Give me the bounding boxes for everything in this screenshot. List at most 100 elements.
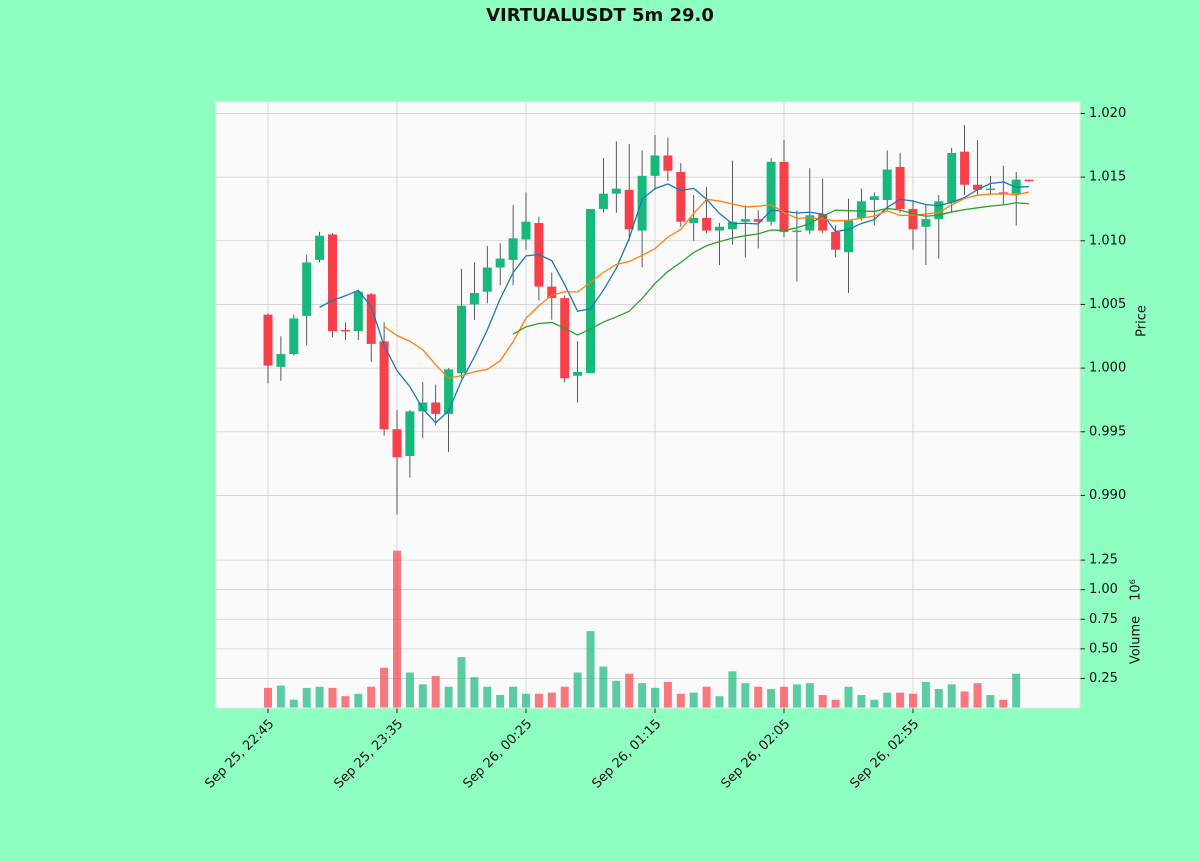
candle-body (547, 286, 557, 299)
volume-bar (509, 686, 518, 708)
volume-bar (496, 694, 505, 708)
chart-title: VIRTUALUSDT 5m 29.0 (486, 5, 714, 26)
candle-body (469, 292, 479, 305)
candle-body (431, 402, 441, 414)
y-tick-label: 0.990 (1089, 488, 1126, 503)
candle-body (831, 231, 841, 250)
candle-body (882, 169, 892, 201)
candle-body (844, 220, 853, 253)
moving-average-line (383, 191, 1030, 379)
volume-tick-label: 1.25 (1089, 553, 1118, 568)
y-tick-label: 1.015 (1089, 170, 1126, 185)
volume-bar (457, 657, 466, 708)
volume-tick-label: 0.75 (1089, 612, 1118, 627)
volume-bar (599, 666, 608, 708)
volume-bar (921, 681, 930, 708)
candle-body (328, 234, 337, 332)
volume-tick-label: 1.00 (1089, 582, 1118, 597)
volume-bar (767, 689, 776, 708)
volume-bar (573, 672, 582, 708)
y-tick-label: 1.020 (1089, 106, 1126, 121)
volume-bar (844, 686, 853, 708)
volume-bar (586, 631, 595, 708)
candle-body (985, 188, 995, 191)
volume-bar (651, 687, 659, 708)
candle-body (960, 151, 970, 185)
volume-bar (380, 667, 389, 708)
candle-body (921, 219, 931, 227)
candle-body (1024, 179, 1034, 182)
volume-bar (1012, 673, 1021, 708)
volume-bar (818, 694, 827, 708)
volume-tick-label: 0.25 (1089, 671, 1118, 686)
volume-bar (909, 693, 917, 708)
y-axis-label: Price (1135, 305, 1150, 337)
candle-body (792, 230, 802, 233)
volume-bar (405, 672, 414, 708)
volume-exponent: 10⁶ (1129, 579, 1144, 601)
volume-bar (534, 693, 543, 708)
volume-bar (264, 687, 272, 708)
candle-body (366, 294, 376, 344)
volume-bar (728, 671, 737, 708)
volume-bar (354, 693, 363, 708)
volume-bar (483, 686, 492, 708)
candle-body (573, 371, 583, 376)
volume-bar (328, 687, 337, 708)
candle-body (340, 329, 350, 332)
volume-bar (431, 676, 440, 708)
candle-body (869, 196, 879, 201)
volume-bar (315, 686, 324, 708)
volume-bar (560, 686, 569, 708)
volume-bar (986, 694, 995, 708)
candle-body (263, 314, 273, 366)
volume-bar (612, 680, 621, 708)
volume-bar (715, 696, 724, 708)
volume-bar (522, 693, 530, 708)
volume-bar (831, 699, 840, 708)
candle-body (818, 214, 828, 231)
plot-frame (215, 101, 1081, 709)
y-tick-label: 1.000 (1089, 361, 1126, 376)
y-tick-label: 1.005 (1089, 297, 1126, 312)
y-tick-label: 0.995 (1089, 424, 1126, 439)
volume-bar (857, 694, 866, 708)
candle-body (508, 238, 518, 260)
volume-bar (960, 691, 969, 708)
candle-body (495, 258, 505, 268)
candle-body (457, 305, 466, 374)
volume-bar (289, 699, 298, 708)
volume-bar (780, 686, 788, 708)
volume-bar (999, 699, 1008, 708)
volume-bar (896, 692, 905, 708)
candle-body (521, 221, 531, 240)
candle-body (727, 221, 737, 230)
volume-bar (883, 692, 892, 708)
candle-body (611, 188, 621, 194)
candle-body (418, 402, 428, 412)
candle-body (753, 219, 763, 222)
volume-bar (393, 550, 401, 708)
candle-body (444, 369, 454, 414)
volume-bar (947, 684, 956, 708)
volume-bar (689, 692, 698, 708)
candle-body (676, 172, 686, 222)
volume-bar (302, 687, 311, 708)
candle-body (663, 155, 673, 171)
candle-body (908, 208, 918, 230)
volume-bar (792, 684, 801, 708)
candle-body (973, 184, 982, 190)
candle-body (715, 226, 724, 231)
candle-body (379, 341, 389, 430)
volume-bar (663, 681, 672, 708)
volume-bar (367, 686, 376, 708)
volume-bar (625, 673, 634, 708)
candle-body (482, 267, 492, 292)
candle-body (302, 262, 312, 316)
volume-bar (418, 684, 427, 708)
y-tick-label: 1.010 (1089, 233, 1126, 248)
volume-bar (547, 692, 556, 708)
candle-body (598, 193, 608, 209)
candle-body (392, 429, 402, 458)
